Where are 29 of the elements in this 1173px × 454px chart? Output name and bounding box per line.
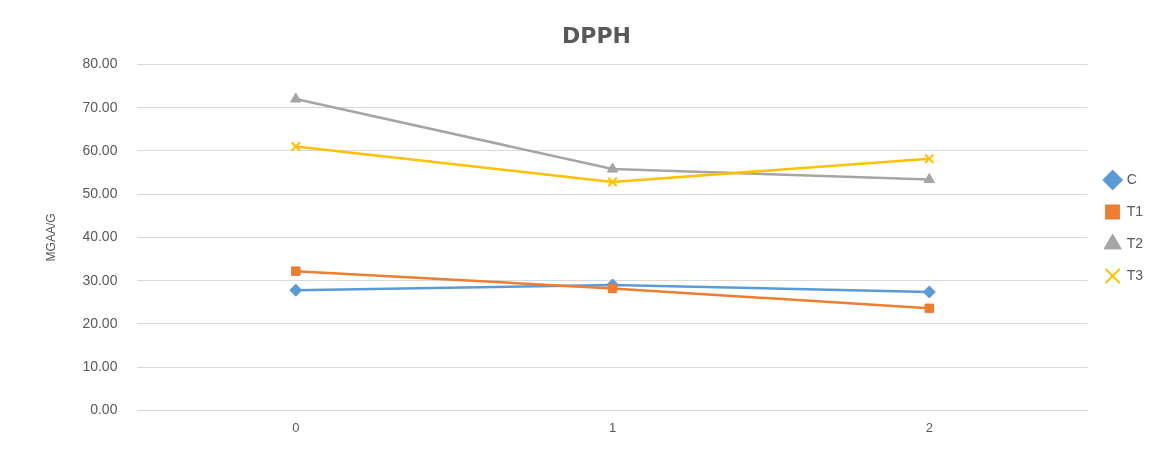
y-tick-label: 10.00 <box>82 358 118 375</box>
y-tick-label: 50.00 <box>82 185 118 202</box>
point <box>289 283 303 297</box>
point <box>290 141 302 152</box>
y-tick-label: 70.00 <box>82 98 118 115</box>
point <box>924 303 935 314</box>
legend-label: T3 <box>1126 266 1144 283</box>
legend-label: C <box>1126 170 1137 187</box>
x-tick-label: 2 <box>925 419 933 435</box>
y-axis-title: MGAA/G <box>43 213 58 262</box>
y-tick-label: 30.00 <box>82 271 118 288</box>
y-tick-label: 0.00 <box>90 401 118 418</box>
point <box>607 283 618 294</box>
y-tick-label: 60.00 <box>82 141 118 158</box>
point <box>923 172 935 183</box>
legend-label: T2 <box>1126 234 1144 251</box>
y-tick-label: 80.00 <box>82 55 118 72</box>
x-tick-label: 1 <box>608 419 617 435</box>
chart-title: DPPH <box>562 22 631 48</box>
y-tick-label: 40.00 <box>82 228 118 245</box>
point <box>607 176 618 188</box>
point <box>924 153 935 164</box>
point <box>290 92 302 103</box>
x-tick-label: 0 <box>292 419 300 435</box>
point <box>922 285 936 299</box>
y-tick-label: 20.00 <box>82 314 118 331</box>
point <box>606 162 619 173</box>
point <box>291 266 301 276</box>
legend-label: T1 <box>1126 202 1144 219</box>
